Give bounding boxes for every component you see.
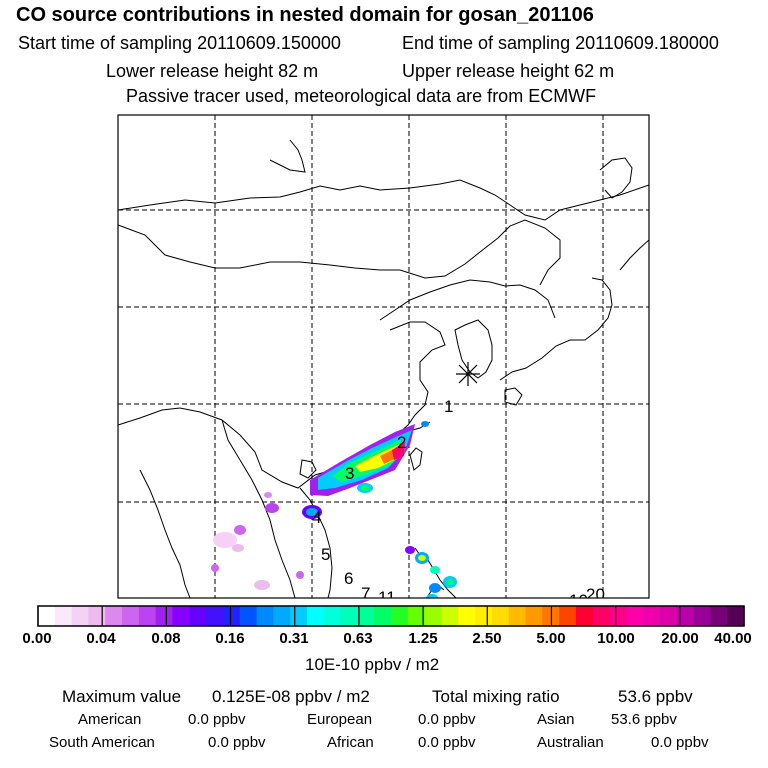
colorbar-swatch: [693, 606, 711, 626]
region-number: 20: [586, 585, 605, 604]
region-number: 4: [312, 508, 321, 527]
colorbar-swatch: [441, 606, 459, 626]
colorbar-swatch: [559, 606, 577, 626]
region-name: Asian: [537, 711, 575, 728]
colorbar-label: 1.25: [408, 630, 438, 647]
colorbar-swatch: [424, 606, 443, 626]
colorbar-swatch: [38, 606, 56, 626]
end-time-label: End time of sampling 20110609.180000: [402, 33, 719, 53]
colorbar-swatch: [491, 606, 510, 626]
colorbar-label: 0.16: [215, 630, 245, 647]
total-mixing-label: Total mixing ratio: [432, 687, 560, 706]
colorbar-swatch: [306, 606, 325, 626]
colorbar-swatch: [54, 606, 73, 626]
colorbar-units: 10E-10 ppbv / m2: [305, 655, 440, 674]
colorbar-label: 10.00: [597, 630, 635, 647]
colorbar-label: 0.63: [343, 630, 373, 647]
start-time-label: Start time of sampling 20110609.150000: [18, 33, 341, 53]
colorbar-swatch: [643, 606, 661, 626]
colorbar-swatch: [357, 606, 375, 626]
region-value: 0.0 ppbv: [418, 711, 476, 728]
upper-release-height: Upper release height 62 m: [402, 61, 615, 81]
colorbar-swatch: [138, 606, 157, 626]
colorbar-label: 0.08: [151, 630, 181, 647]
colorbar-swatch: [575, 606, 594, 626]
colorbar-frame: [37, 605, 745, 627]
region-number: 3: [345, 464, 354, 483]
colorbar-swatch: [458, 606, 476, 626]
region-name: Australian: [537, 734, 604, 751]
coastlines: [118, 139, 649, 598]
colorbar-swatch: [189, 606, 207, 626]
region-value: 0.0 ppbv: [418, 734, 476, 751]
map-frame: [117, 114, 650, 599]
colorbar-swatch: [273, 606, 291, 626]
colorbar-swatch: [374, 606, 392, 626]
region-name: American: [78, 711, 142, 728]
colorbar-swatch: [239, 606, 258, 626]
colorbar-swatch: [727, 606, 745, 626]
region-value: 0.0 ppbv: [188, 711, 246, 728]
region-number: 6: [344, 569, 353, 588]
colorbar-swatch: [626, 606, 644, 626]
colorbar-swatch: [172, 606, 190, 626]
total-mixing-value: 53.6 ppbv: [618, 687, 693, 706]
colorbar-swatch: [71, 606, 90, 626]
colorbar-label: 0.31: [279, 630, 309, 647]
colorbar-swatch: [290, 606, 308, 626]
region-number: 1: [444, 397, 453, 416]
colorbar-swatch: [475, 606, 493, 626]
colorbar-label: 40.00: [714, 630, 752, 647]
receptor-asterisk-icon: [456, 362, 480, 386]
region-name: European: [307, 711, 373, 728]
max-value-label: Maximum value: [62, 687, 182, 706]
colorbar-swatch: [659, 606, 678, 626]
region-number: 5: [321, 545, 330, 564]
colorbar-swatch: [88, 606, 106, 626]
colorbar-label: 0.04: [86, 630, 116, 647]
colorbar-swatch: [206, 606, 224, 626]
colorbar-swatch: [340, 606, 358, 626]
colorbar-swatch: [592, 606, 611, 626]
region-value: 0.0 ppbv: [651, 734, 709, 751]
region-number: 11: [378, 588, 396, 607]
colorbar-label: 20.00: [661, 630, 699, 647]
colorbar-swatch: [391, 606, 409, 626]
region-number: 10: [569, 591, 588, 610]
colorbar: [37, 606, 745, 626]
colorbar-label: 2.50: [472, 630, 502, 647]
map-title: CO source contributions in nested domain…: [16, 4, 594, 26]
region-name: South American: [49, 734, 155, 751]
region-value: 0.0 ppbv: [208, 734, 266, 751]
colorbar-swatch: [710, 606, 728, 626]
region-value: 53.6 ppbv: [611, 711, 677, 728]
region-number: 2: [397, 433, 406, 452]
region-number: 7: [361, 584, 370, 603]
tracer-note: Passive tracer used, meteorological data…: [126, 86, 597, 106]
colorbar-swatch: [155, 606, 174, 626]
colorbar-label: 5.00: [536, 630, 566, 647]
lower-release-height: Lower release height 82 m: [106, 61, 319, 81]
source-contribution-field: [211, 421, 457, 598]
colorbar-swatch: [105, 606, 123, 626]
colorbar-swatch: [676, 606, 695, 626]
region-name: African: [327, 734, 374, 751]
colorbar-swatch: [609, 606, 627, 626]
colorbar-swatch: [407, 606, 426, 626]
max-value: 0.125E-08 ppbv / m2: [212, 687, 370, 706]
colorbar-swatch: [525, 606, 543, 626]
colorbar-swatch: [256, 606, 274, 626]
colorbar-swatch: [222, 606, 241, 626]
colorbar-swatch: [508, 606, 527, 626]
graticule: [118, 115, 649, 598]
colorbar-swatch: [122, 606, 140, 626]
colorbar-swatch: [323, 606, 342, 626]
colorbar-label: 0.00: [22, 630, 52, 647]
